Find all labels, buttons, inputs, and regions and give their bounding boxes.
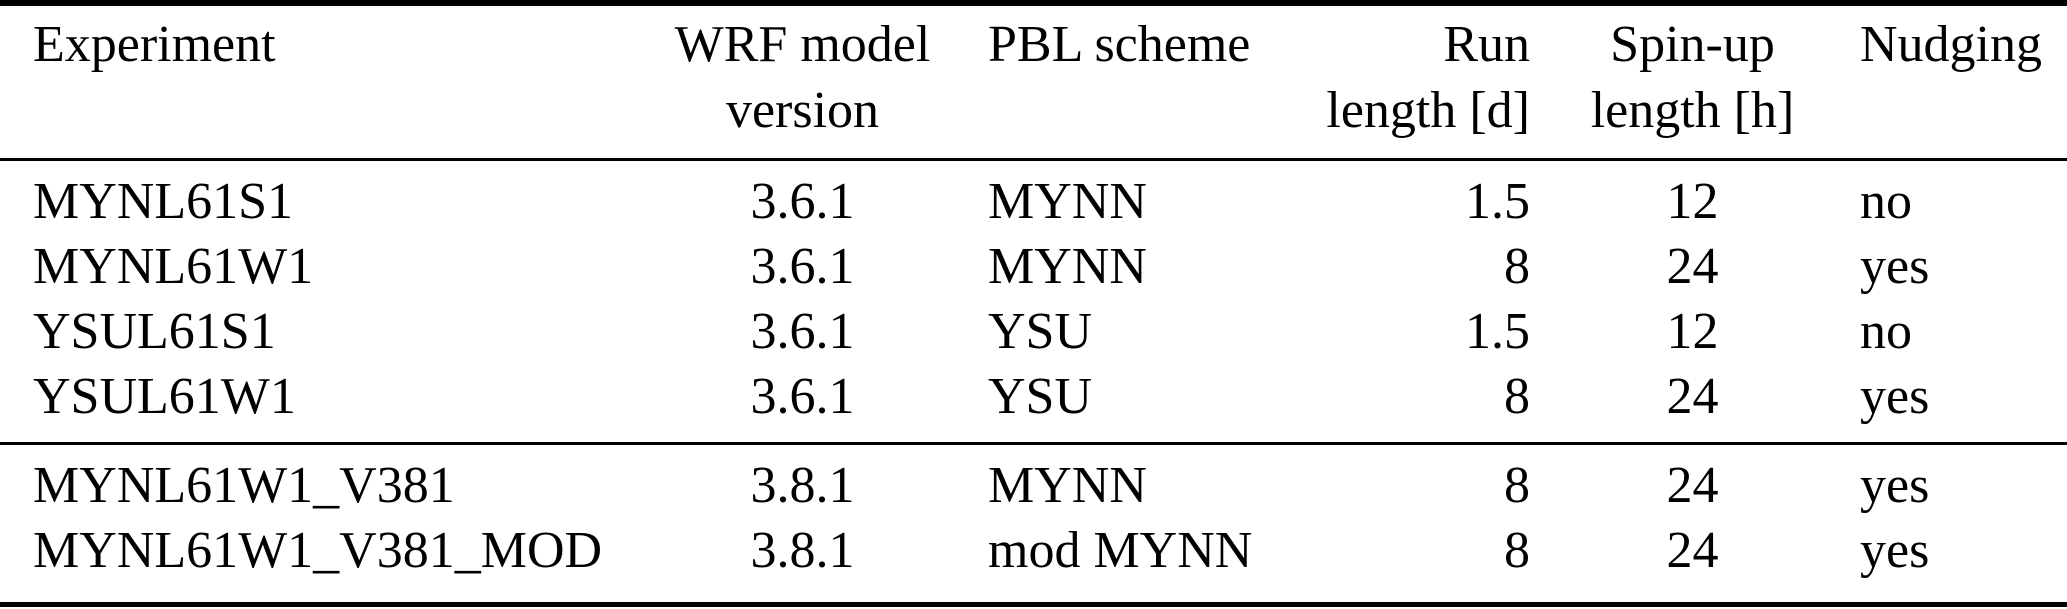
cell-wrf-version: 3.8.1 bbox=[750, 522, 855, 579]
col-header-spinup-length: Spin-up length [h] bbox=[1530, 12, 1855, 144]
cell-run-length: 8 bbox=[1504, 238, 1530, 295]
cell-experiment: YSUL61W1 bbox=[33, 368, 296, 425]
cell-run-length: 1.5 bbox=[1465, 303, 1530, 360]
col-header-spinup-length-line2: length [h] bbox=[1590, 82, 1795, 139]
col-header-nudging-label: Nudging bbox=[1860, 16, 2042, 73]
col-header-spinup-length-line1: Spin-up bbox=[1610, 16, 1775, 73]
table-group-separator-rule bbox=[0, 442, 2067, 445]
cell-spinup-length: 24 bbox=[1666, 368, 1719, 425]
cell-wrf-version: 3.6.1 bbox=[750, 368, 855, 425]
cell-experiment: MYNL61S1 bbox=[33, 173, 294, 230]
table-bottom-rule bbox=[0, 602, 2067, 607]
cell-pbl-scheme: YSU bbox=[988, 368, 1093, 425]
cell-experiment: MYNL61W1_V381 bbox=[33, 457, 455, 514]
table-top-rule bbox=[0, 0, 2067, 6]
table-row: MYNL61W1 3.6.1 MYNN 8 24 yes bbox=[0, 234, 2067, 299]
table-header-row: Experiment WRF model version PBL scheme … bbox=[0, 12, 2067, 144]
col-header-wrf-model-line1: WRF model bbox=[674, 16, 931, 73]
table-row: MYNL61S1 3.6.1 MYNN 1.5 12 no bbox=[0, 169, 2067, 234]
cell-pbl-scheme: MYNN bbox=[988, 457, 1147, 514]
cell-run-length: 8 bbox=[1504, 457, 1530, 514]
col-header-pbl-scheme: PBL scheme bbox=[945, 12, 1290, 144]
cell-experiment: MYNL61W1_V381_MOD bbox=[33, 522, 603, 579]
table-group-v361: MYNL61S1 3.6.1 MYNN 1.5 12 no MYNL61W1 3… bbox=[0, 161, 2067, 442]
cell-nudging: yes bbox=[1860, 368, 1930, 425]
col-header-nudging: Nudging bbox=[1855, 12, 2067, 144]
cell-spinup-length: 12 bbox=[1666, 173, 1719, 230]
cell-run-length: 8 bbox=[1504, 368, 1530, 425]
table-header-rule bbox=[0, 158, 2067, 161]
table-row: YSUL61S1 3.6.1 YSU 1.5 12 no bbox=[0, 299, 2067, 364]
cell-nudging: yes bbox=[1860, 522, 1930, 579]
cell-pbl-scheme: YSU bbox=[988, 303, 1093, 360]
cell-nudging: yes bbox=[1860, 238, 1930, 295]
cell-wrf-version: 3.8.1 bbox=[750, 457, 855, 514]
cell-spinup-length: 12 bbox=[1666, 303, 1719, 360]
col-header-pbl-scheme-label: PBL scheme bbox=[988, 16, 1251, 73]
cell-experiment: YSUL61S1 bbox=[33, 303, 276, 360]
col-header-run-length: Run length [d] bbox=[1290, 12, 1530, 144]
cell-pbl-scheme: MYNN bbox=[988, 173, 1147, 230]
col-header-wrf-model-line2: version bbox=[725, 82, 880, 139]
cell-nudging: no bbox=[1860, 173, 1912, 230]
col-header-experiment-label: Experiment bbox=[33, 16, 276, 73]
cell-pbl-scheme: MYNN bbox=[988, 238, 1147, 295]
col-header-run-length-line1: Run bbox=[1443, 16, 1530, 73]
cell-wrf-version: 3.6.1 bbox=[750, 238, 855, 295]
cell-spinup-length: 24 bbox=[1666, 457, 1719, 514]
cell-spinup-length: 24 bbox=[1666, 238, 1719, 295]
cell-run-length: 1.5 bbox=[1465, 173, 1530, 230]
table-row: YSUL61W1 3.6.1 YSU 8 24 yes bbox=[0, 364, 2067, 429]
cell-experiment: MYNL61W1 bbox=[33, 238, 314, 295]
col-header-wrf-model-version: WRF model version bbox=[660, 12, 945, 144]
cell-pbl-scheme: mod MYNN bbox=[988, 522, 1253, 579]
col-header-run-length-line2: length [d] bbox=[1326, 82, 1530, 139]
col-header-experiment: Experiment bbox=[0, 12, 660, 144]
table-row: MYNL61W1_V381_MOD 3.8.1 mod MYNN 8 24 ye… bbox=[0, 518, 2067, 583]
cell-wrf-version: 3.6.1 bbox=[750, 303, 855, 360]
cell-nudging: no bbox=[1860, 303, 1912, 360]
table-header: Experiment WRF model version PBL scheme … bbox=[0, 6, 2067, 158]
cell-spinup-length: 24 bbox=[1666, 522, 1719, 579]
table-group-v381: MYNL61W1_V381 3.8.1 MYNN 8 24 yes MYNL61… bbox=[0, 445, 2067, 602]
cell-wrf-version: 3.6.1 bbox=[750, 173, 855, 230]
cell-nudging: yes bbox=[1860, 457, 1930, 514]
table-row: MYNL61W1_V381 3.8.1 MYNN 8 24 yes bbox=[0, 453, 2067, 518]
cell-run-length: 8 bbox=[1504, 522, 1530, 579]
